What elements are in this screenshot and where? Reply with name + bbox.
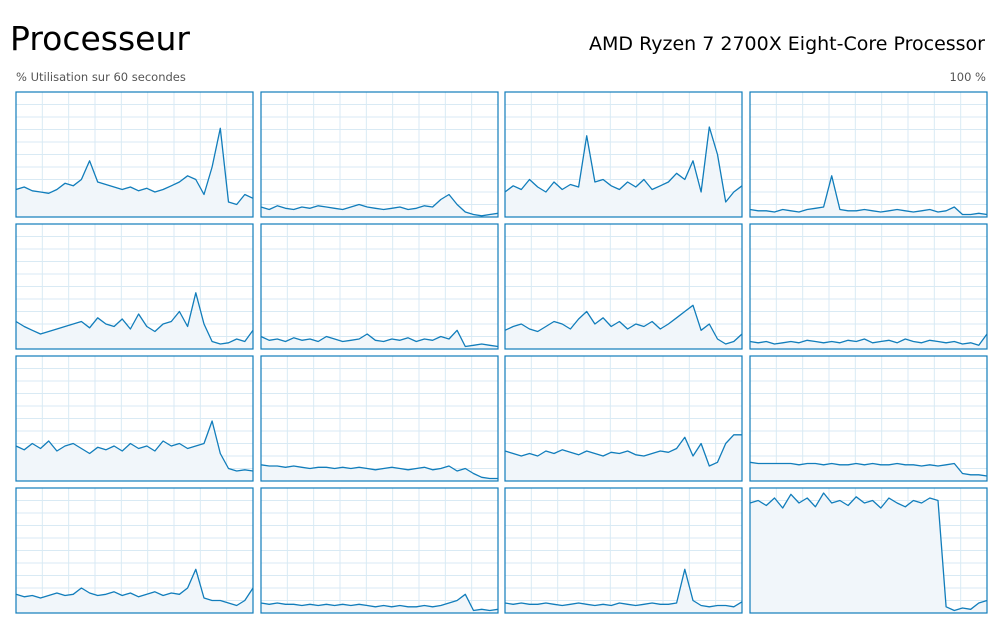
usage-area — [261, 330, 498, 349]
graph-border — [15, 487, 254, 614]
cpu-graph — [260, 355, 499, 482]
graph-border — [504, 223, 743, 350]
cpu-graph — [504, 91, 743, 218]
usage-area — [750, 175, 987, 217]
usage-line — [15, 292, 254, 345]
usage-area — [505, 127, 742, 217]
graph-border — [15, 91, 254, 218]
cpu-graph — [749, 223, 988, 350]
panel-title: Processeur — [10, 19, 190, 58]
graph-border — [749, 223, 988, 350]
usage-area — [16, 569, 253, 613]
graph-border — [260, 91, 499, 218]
cpu-graph — [260, 223, 499, 350]
usage-area — [16, 128, 253, 217]
usage-line — [504, 304, 743, 345]
usage-line — [15, 127, 254, 206]
cpu-graph — [15, 91, 254, 218]
usage-area — [261, 194, 498, 217]
utilization-label: % Utilisation sur 60 secondes — [16, 70, 186, 84]
usage-area — [505, 434, 742, 481]
usage-area — [505, 305, 742, 349]
graph-border — [15, 223, 254, 350]
graph-border — [504, 355, 743, 482]
graph-border — [260, 355, 499, 482]
graph-border — [15, 355, 254, 482]
usage-area — [16, 421, 253, 481]
graph-border — [260, 223, 499, 350]
graph-border — [260, 487, 499, 614]
usage-line — [504, 126, 743, 203]
cpu-graph — [15, 487, 254, 614]
usage-line — [504, 434, 742, 467]
cpu-graph — [504, 487, 743, 614]
cpu-graph — [749, 91, 988, 218]
graph-border — [504, 91, 743, 218]
usage-line — [15, 420, 254, 472]
cpu-graph — [260, 487, 499, 614]
usage-line — [260, 593, 499, 612]
usage-line — [15, 568, 254, 607]
cpu-graph — [260, 91, 499, 218]
graph-grid — [15, 91, 988, 614]
usage-area — [750, 493, 987, 613]
graph-border — [504, 487, 743, 614]
graph-border — [749, 487, 988, 614]
graph-border — [749, 355, 988, 482]
usage-line — [260, 329, 499, 348]
usage-line — [504, 568, 743, 608]
cpu-graph — [504, 223, 743, 350]
graph-border — [749, 91, 988, 218]
processor-name: AMD Ryzen 7 2700X Eight-Core Processor — [589, 33, 985, 55]
usage-line — [260, 193, 499, 217]
cpu-graph — [15, 223, 254, 350]
usage-line — [260, 464, 498, 480]
cpu-graph — [749, 355, 988, 482]
usage-line — [749, 461, 988, 477]
cpu-graph — [15, 355, 254, 482]
usage-line — [749, 333, 988, 346]
cpu-graph — [749, 487, 988, 614]
usage-line — [749, 175, 988, 216]
usage-area — [750, 462, 987, 481]
usage-line — [749, 492, 988, 612]
usage-area — [16, 292, 253, 349]
usage-area — [261, 594, 498, 613]
max-label: 100 % — [949, 70, 986, 84]
cpu-graph — [504, 355, 743, 482]
